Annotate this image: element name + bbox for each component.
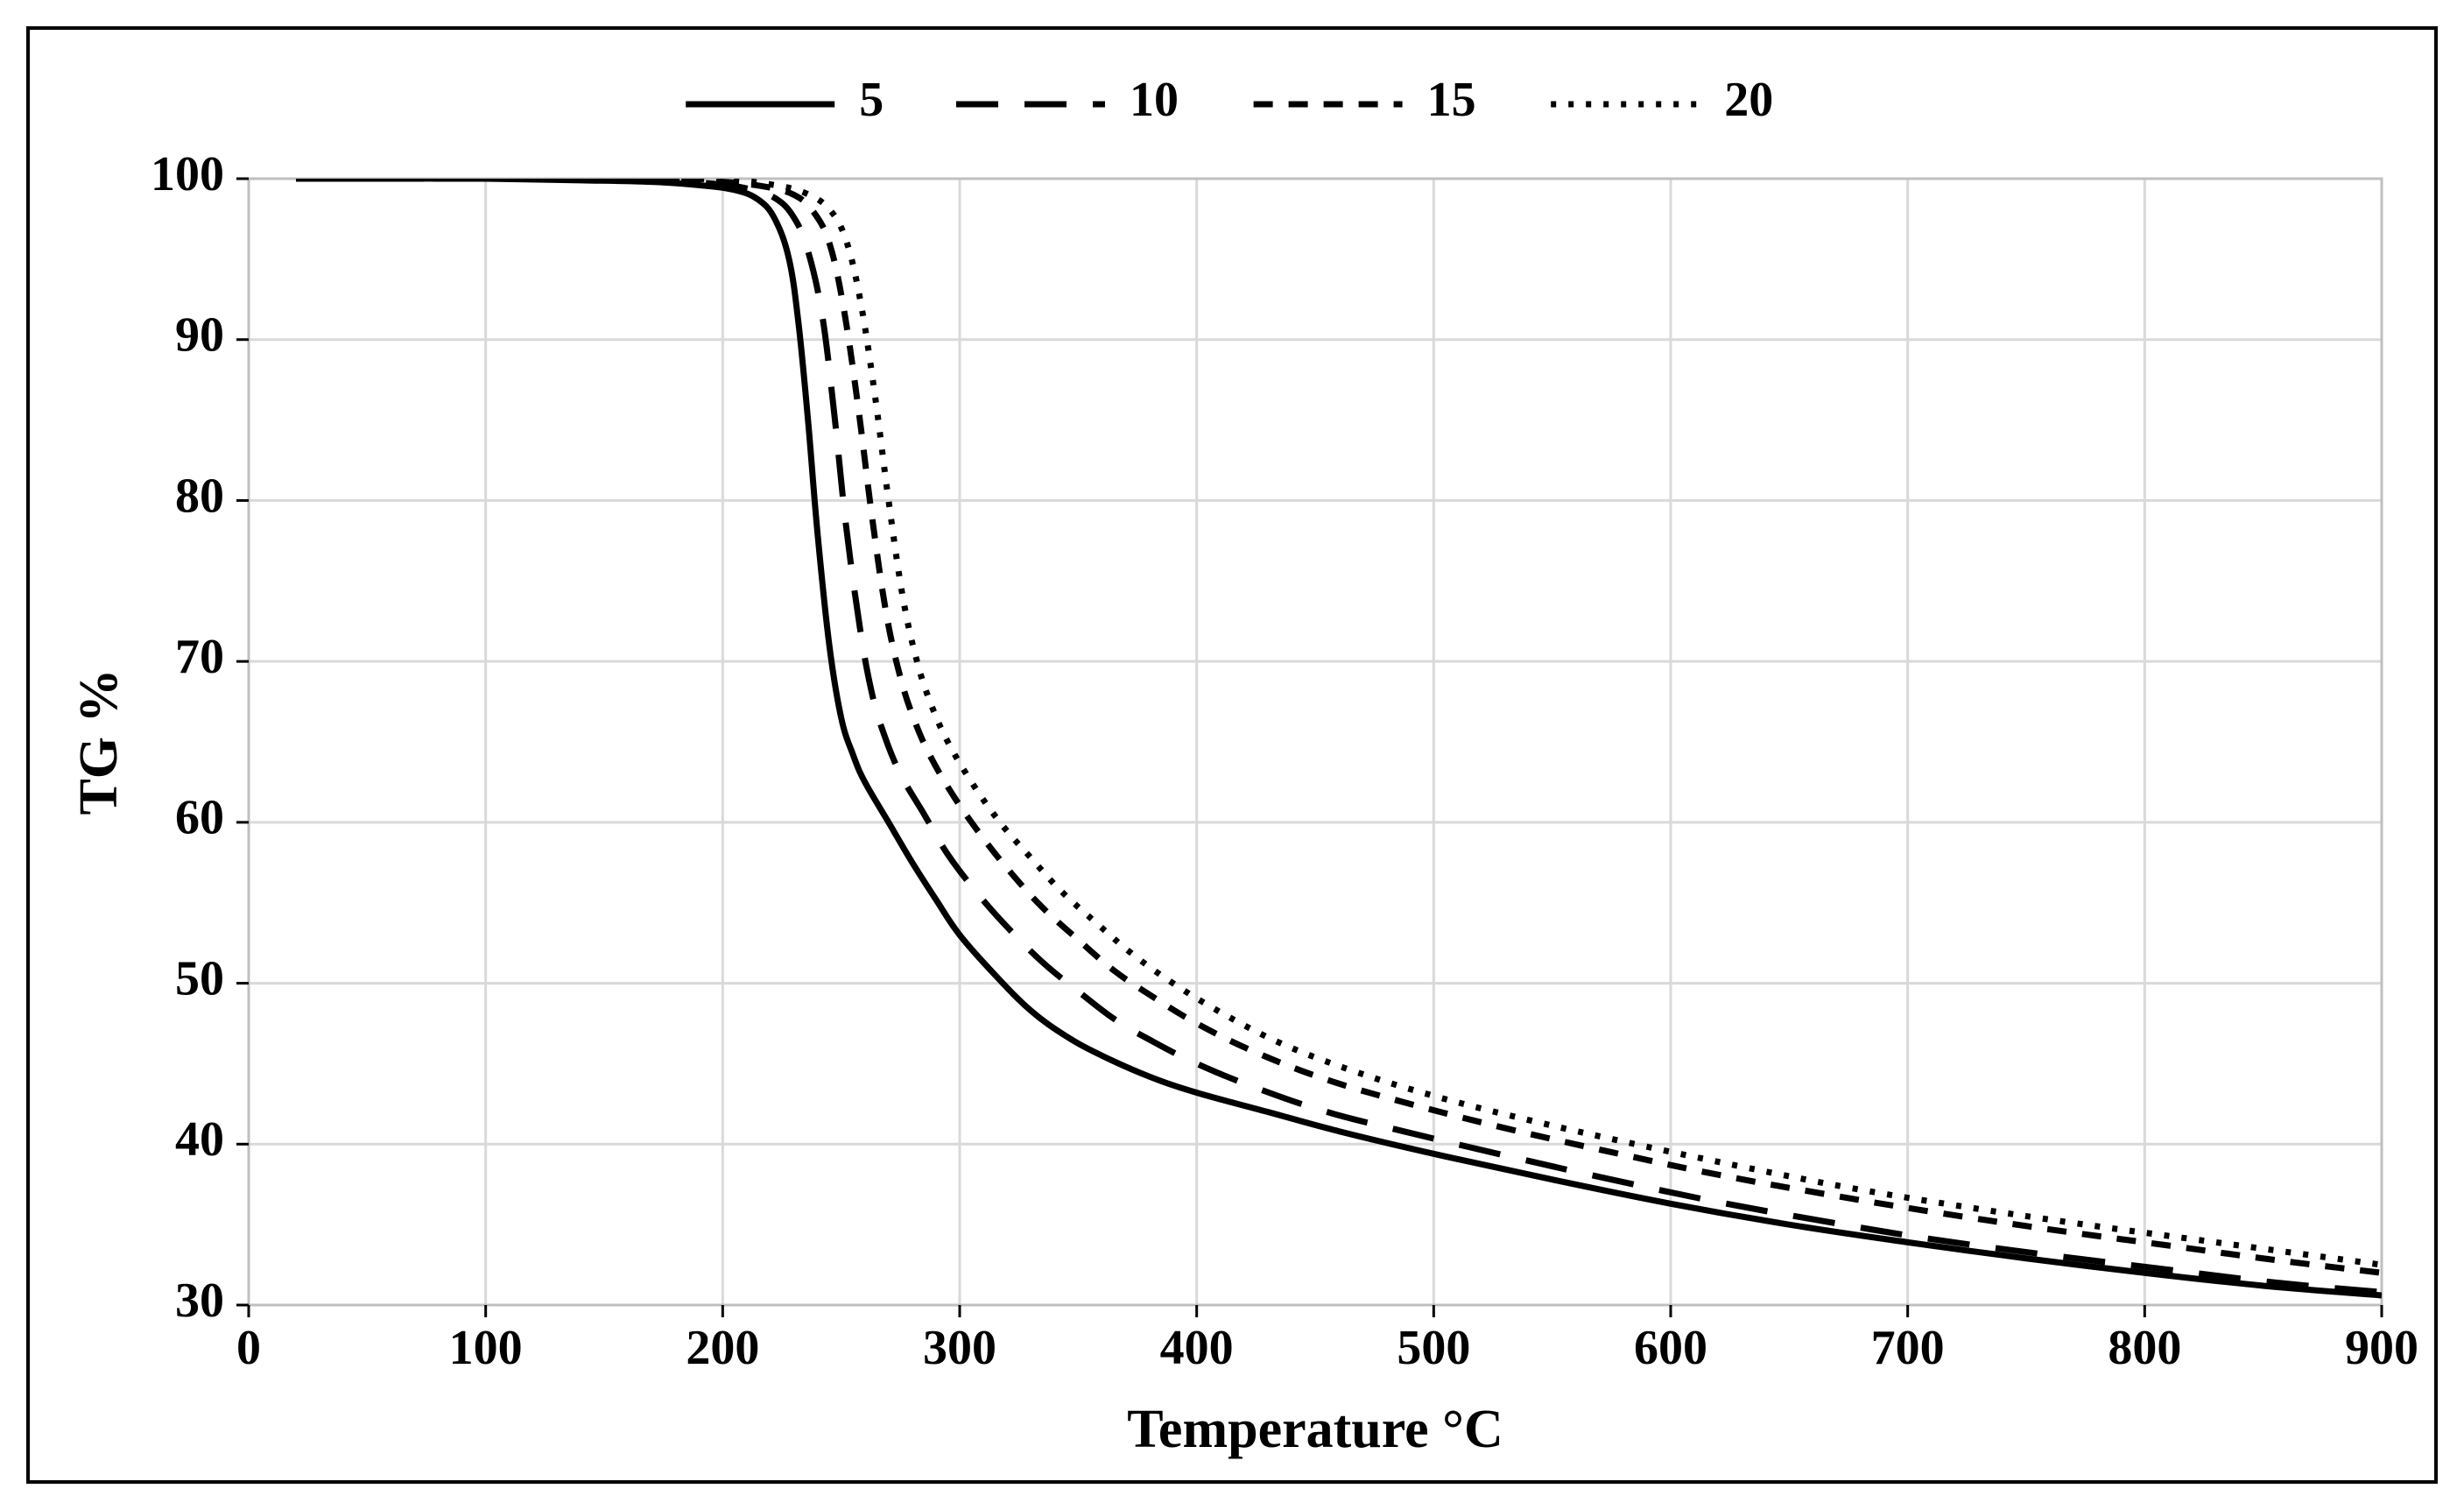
series-group (296, 179, 2382, 1295)
legend: 5 10 15 20 (686, 73, 1773, 127)
x-tick-label: 800 (2108, 1321, 2181, 1375)
y-tick-label: 50 (175, 951, 224, 1005)
y-tick-label: 100 (151, 147, 224, 201)
x-tick-label: 0 (236, 1321, 261, 1375)
legend-label: 10 (1130, 73, 1179, 127)
x-tick-label: 100 (449, 1321, 523, 1375)
legend-item: 10 (956, 73, 1179, 127)
legend-item: 20 (1551, 73, 1773, 127)
series-line (296, 179, 2382, 1273)
x-tick-label: 600 (1634, 1321, 1707, 1375)
x-tick-label: 500 (1397, 1321, 1470, 1375)
x-tick-label: 200 (686, 1321, 759, 1375)
x-axis-title: Temperature °C (1127, 1400, 1503, 1459)
legend-item: 5 (686, 73, 884, 127)
x-tick-label: 700 (1871, 1321, 1945, 1375)
outer-frame: 5101520010020030040050060070080090030405… (26, 26, 2438, 1484)
grid (249, 179, 2382, 1305)
y-tick-label: 70 (175, 630, 224, 684)
legend-label: 5 (859, 73, 884, 127)
page-wrap: 5101520010020030040050060070080090030405… (0, 0, 2464, 1510)
axes: 0 100 200 300 400 500 600 700 800 900 30 40 50 60 70 80… (151, 147, 2418, 1375)
series-line (296, 179, 2382, 1295)
x-tick-label: 300 (923, 1321, 996, 1375)
legend-label: 20 (1724, 73, 1773, 127)
legend-label: 15 (1427, 73, 1476, 127)
y-tick-label: 40 (175, 1112, 224, 1167)
x-tick-label: 900 (2345, 1321, 2418, 1375)
y-tick-label: 90 (175, 308, 224, 363)
y-axis-title: TG % (69, 668, 129, 815)
plot-border (249, 179, 2382, 1305)
y-tick-label: 60 (175, 791, 224, 845)
tg-chart: 5101520010020030040050060070080090030405… (30, 30, 2434, 1480)
y-tick-label: 30 (175, 1274, 224, 1328)
series-line (296, 179, 2382, 1292)
y-tick-label: 80 (175, 469, 224, 523)
x-tick-label: 400 (1160, 1321, 1234, 1375)
legend-item: 15 (1254, 73, 1476, 127)
series-line (296, 179, 2382, 1265)
